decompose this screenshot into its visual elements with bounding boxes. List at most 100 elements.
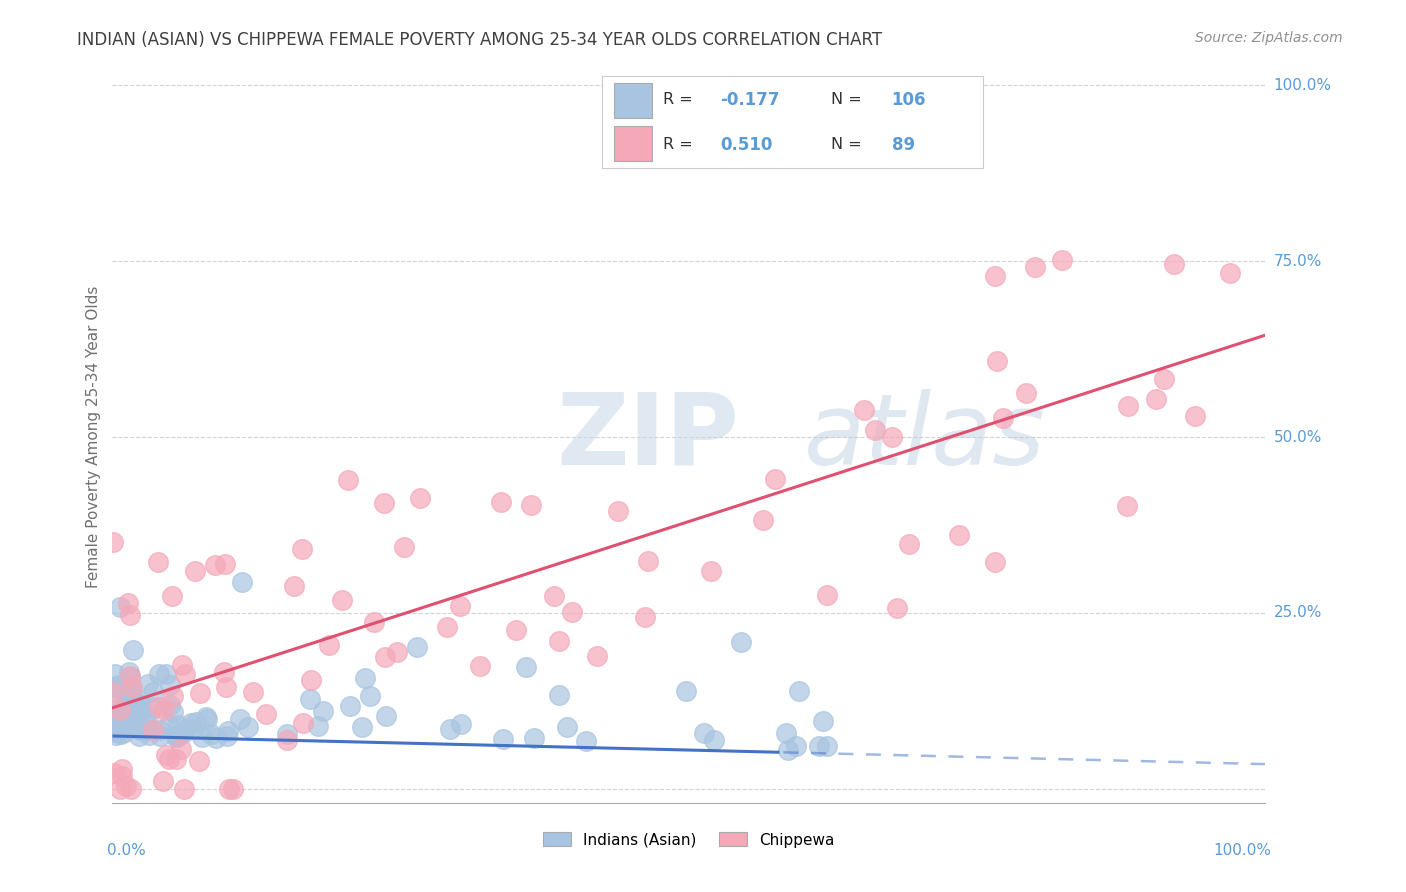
Text: 100.0%: 100.0%	[1213, 843, 1271, 858]
Text: 0.0%: 0.0%	[107, 843, 145, 858]
Point	[254, 707, 277, 722]
Point	[811, 714, 834, 728]
Point	[561, 605, 583, 619]
Point	[110, 727, 132, 741]
Point	[108, 718, 131, 732]
Point	[703, 733, 725, 747]
Point	[231, 574, 253, 589]
Point	[283, 579, 305, 593]
Point	[127, 708, 149, 723]
Point	[353, 671, 375, 685]
Point	[339, 698, 361, 713]
Text: 50.0%: 50.0%	[1274, 430, 1322, 444]
Point	[108, 781, 131, 796]
Text: INDIAN (ASIAN) VS CHIPPEWA FEMALE POVERTY AMONG 25-34 YEAR OLDS CORRELATION CHAR: INDIAN (ASIAN) VS CHIPPEWA FEMALE POVERT…	[77, 31, 883, 49]
Point	[108, 706, 131, 720]
Point	[142, 700, 165, 714]
Point	[155, 667, 177, 681]
Point	[276, 727, 298, 741]
Point	[374, 649, 396, 664]
Point	[166, 730, 188, 744]
Point	[108, 719, 131, 733]
Point	[586, 649, 609, 664]
Point	[291, 541, 314, 556]
Point	[373, 496, 395, 510]
Point	[120, 669, 142, 683]
Point	[299, 673, 322, 688]
Point	[165, 752, 187, 766]
Point	[1116, 499, 1139, 513]
Point	[359, 689, 381, 703]
Point	[242, 685, 264, 699]
Point	[165, 730, 187, 744]
Point	[337, 474, 360, 488]
Point	[543, 589, 565, 603]
Point	[128, 699, 150, 714]
Point	[205, 731, 228, 745]
Point	[330, 593, 353, 607]
Point	[188, 755, 211, 769]
Point	[405, 640, 427, 655]
Point	[1024, 260, 1046, 274]
Point	[228, 712, 250, 726]
Point	[212, 665, 235, 679]
Point	[118, 720, 141, 734]
Point	[984, 268, 1007, 283]
Point	[101, 685, 124, 699]
Point	[111, 769, 134, 783]
Text: 25.0%: 25.0%	[1274, 606, 1322, 621]
Point	[492, 732, 515, 747]
Point	[180, 715, 202, 730]
Point	[863, 424, 886, 438]
Point	[387, 645, 409, 659]
Point	[107, 678, 129, 692]
Point	[468, 659, 491, 673]
Point	[115, 695, 138, 709]
Point	[815, 588, 838, 602]
Point	[173, 781, 195, 796]
Point	[350, 720, 373, 734]
Point	[121, 680, 143, 694]
Point	[162, 705, 184, 719]
Point	[128, 722, 150, 736]
Point	[886, 601, 908, 615]
Point	[124, 714, 146, 728]
Point	[523, 731, 546, 745]
Point	[120, 686, 142, 700]
Point	[318, 638, 340, 652]
Point	[157, 752, 180, 766]
Text: atlas: atlas	[804, 389, 1046, 485]
Point	[127, 719, 149, 733]
Point	[450, 717, 472, 731]
Point	[852, 403, 875, 417]
Point	[129, 704, 152, 718]
Point	[138, 716, 160, 731]
Point	[121, 643, 143, 657]
Point	[108, 599, 131, 614]
Point	[520, 498, 543, 512]
Point	[607, 504, 630, 518]
Point	[215, 680, 238, 694]
Point	[138, 723, 160, 737]
Point	[692, 726, 714, 740]
Point	[1163, 257, 1185, 271]
Point	[104, 728, 127, 742]
Point	[1015, 386, 1038, 401]
Point	[166, 728, 188, 742]
Point	[194, 710, 217, 724]
Point	[105, 681, 128, 695]
Point	[148, 667, 170, 681]
Point	[138, 728, 160, 742]
Point	[172, 726, 194, 740]
Point	[104, 708, 127, 723]
Point	[149, 729, 172, 743]
Point	[575, 733, 598, 747]
Point	[948, 528, 970, 542]
Point	[188, 686, 211, 700]
Point	[101, 534, 124, 549]
Point	[120, 719, 142, 733]
Point	[108, 703, 131, 717]
Point	[409, 491, 432, 505]
Point	[984, 555, 1007, 569]
Point	[778, 743, 800, 757]
